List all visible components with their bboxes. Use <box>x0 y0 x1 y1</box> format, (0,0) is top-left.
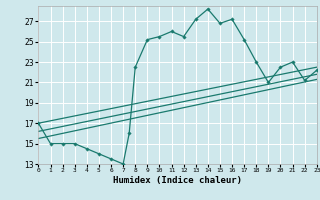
X-axis label: Humidex (Indice chaleur): Humidex (Indice chaleur) <box>113 176 242 185</box>
